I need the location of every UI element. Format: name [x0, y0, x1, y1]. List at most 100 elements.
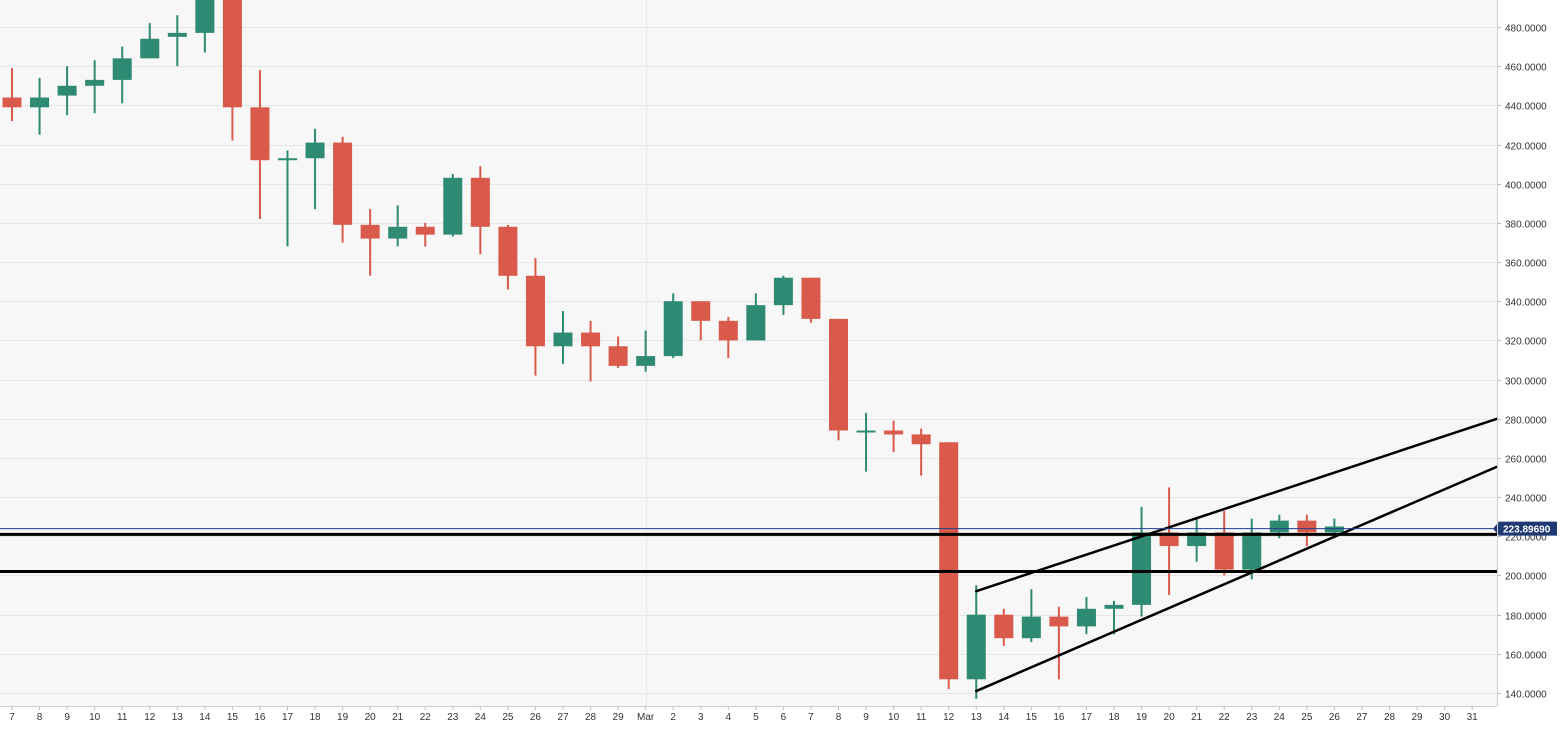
candle[interactable]: [278, 150, 297, 247]
candle[interactable]: [1297, 514, 1317, 547]
candle-body[interactable]: [415, 226, 435, 235]
candle[interactable]: [250, 70, 270, 219]
candle[interactable]: [415, 222, 435, 247]
candle[interactable]: [140, 23, 160, 59]
candle-body[interactable]: [360, 224, 380, 239]
candle[interactable]: [663, 293, 683, 359]
candle-body[interactable]: [856, 430, 876, 433]
candle[interactable]: [305, 128, 325, 210]
candle[interactable]: [691, 301, 711, 341]
candle-body[interactable]: [443, 177, 463, 235]
candle[interactable]: [1076, 597, 1096, 635]
candle-body[interactable]: [1242, 532, 1262, 570]
candle-body[interactable]: [30, 97, 50, 108]
candle-body[interactable]: [305, 142, 325, 159]
candle-body[interactable]: [1132, 532, 1152, 605]
candle[interactable]: [553, 311, 573, 364]
candle[interactable]: [801, 277, 821, 323]
candle-body[interactable]: [333, 142, 353, 225]
candle[interactable]: [939, 442, 959, 690]
candle[interactable]: [222, 0, 242, 141]
candle-body[interactable]: [773, 277, 793, 306]
y-tick-label: 320.0000: [1505, 337, 1547, 348]
candle-body[interactable]: [911, 434, 931, 445]
candle-body[interactable]: [250, 107, 270, 161]
trendline[interactable]: [975, 417, 1499, 593]
candle-body[interactable]: [1104, 604, 1124, 609]
trendline[interactable]: [975, 465, 1499, 693]
candle[interactable]: [57, 66, 77, 116]
candle[interactable]: [581, 320, 601, 382]
candle-body[interactable]: [1297, 520, 1317, 533]
candle[interactable]: [1132, 506, 1152, 617]
candle[interactable]: [718, 316, 738, 359]
candle[interactable]: [388, 205, 408, 247]
candle-body[interactable]: [278, 158, 297, 161]
candle-body[interactable]: [691, 301, 711, 321]
candle[interactable]: [608, 336, 628, 368]
candle-body[interactable]: [1049, 616, 1069, 627]
candle-body[interactable]: [525, 275, 545, 347]
candle-body[interactable]: [470, 177, 490, 227]
candle-body[interactable]: [829, 318, 848, 431]
candle-body[interactable]: [85, 79, 105, 86]
candle-body[interactable]: [884, 430, 904, 435]
candle-body[interactable]: [112, 58, 132, 80]
candle[interactable]: [470, 166, 490, 255]
candle-body[interactable]: [140, 38, 160, 59]
candle[interactable]: [30, 77, 50, 135]
candle[interactable]: [966, 585, 986, 699]
candle-body[interactable]: [167, 32, 187, 37]
candle-body[interactable]: [1076, 608, 1096, 627]
candle[interactable]: [525, 258, 545, 376]
candle-body[interactable]: [498, 226, 518, 276]
candle[interactable]: [1021, 589, 1041, 643]
candle-body[interactable]: [57, 85, 77, 96]
candle[interactable]: [443, 173, 463, 237]
candle[interactable]: [112, 46, 132, 104]
candle-body[interactable]: [801, 277, 821, 319]
candle-body[interactable]: [1214, 532, 1234, 570]
candle[interactable]: [333, 136, 353, 243]
candle-body[interactable]: [2, 97, 22, 108]
candle-body[interactable]: [994, 614, 1014, 639]
candle-body[interactable]: [636, 356, 656, 366]
candle-body[interactable]: [195, 0, 215, 33]
candle-body[interactable]: [608, 346, 628, 366]
candle[interactable]: [884, 420, 904, 453]
candle-body[interactable]: [746, 305, 766, 341]
candle[interactable]: [498, 224, 518, 290]
candle-body[interactable]: [966, 614, 986, 680]
candle[interactable]: [1104, 600, 1124, 635]
candle[interactable]: [994, 608, 1014, 646]
candle[interactable]: [167, 15, 187, 67]
candle[interactable]: [1214, 510, 1234, 576]
candle-body[interactable]: [553, 332, 573, 347]
candle[interactable]: [829, 318, 848, 441]
candle-body[interactable]: [1324, 526, 1344, 533]
candle[interactable]: [636, 330, 656, 372]
candle-body[interactable]: [718, 320, 738, 341]
candle[interactable]: [856, 412, 876, 472]
candles[interactable]: [2, 0, 1344, 699]
x-tick-label: 17: [1081, 712, 1093, 723]
candle-body[interactable]: [581, 332, 601, 347]
candle-body[interactable]: [1269, 520, 1289, 533]
candle-body[interactable]: [1021, 616, 1041, 639]
candle-body[interactable]: [663, 301, 683, 357]
candle-body[interactable]: [939, 442, 959, 680]
candle[interactable]: [360, 209, 380, 276]
candle[interactable]: [773, 275, 793, 315]
trendlines[interactable]: [975, 417, 1499, 693]
candle[interactable]: [2, 68, 22, 122]
candle[interactable]: [195, 0, 215, 53]
candle-body[interactable]: [222, 0, 242, 108]
candle-body[interactable]: [388, 226, 408, 239]
candle[interactable]: [85, 60, 105, 114]
candle[interactable]: [746, 293, 766, 341]
candle[interactable]: [911, 428, 931, 476]
candle[interactable]: [1049, 606, 1069, 680]
horizontal-levels[interactable]: [0, 532, 1497, 574]
